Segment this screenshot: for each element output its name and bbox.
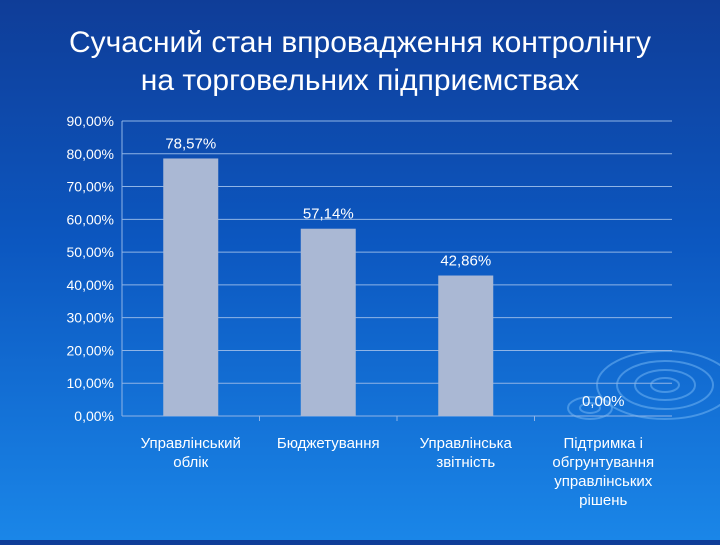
bar	[163, 158, 219, 416]
y-tick-label: 40,00%	[67, 277, 114, 293]
x-category-label-line: Підтримка і	[563, 435, 643, 452]
x-category-label-line: обгрунтування	[552, 454, 654, 471]
slide-title-line-1: Сучасний стан впровадження контролінгу	[68, 26, 652, 59]
y-tick-label: 0,00%	[74, 408, 114, 424]
water-ripple-decoration	[567, 350, 720, 420]
x-category-label: Управлінський облік	[141, 435, 241, 471]
y-tick-label: 80,00%	[67, 146, 114, 162]
data-label: 42,86%	[440, 253, 491, 270]
y-tick-label: 60,00%	[67, 211, 114, 227]
y-tick-label: 20,00%	[67, 342, 114, 358]
x-category-label-line: звітність	[436, 454, 495, 471]
x-category-label: Управлінська звітність	[420, 435, 513, 471]
x-category-label-line: управлінських	[554, 473, 653, 490]
x-category-label-line: облік	[173, 454, 208, 471]
x-category-label-line: Управлінський	[141, 435, 241, 452]
data-label: 57,14%	[303, 206, 354, 223]
y-tick-label: 70,00%	[67, 179, 114, 195]
y-tick-label: 30,00%	[67, 310, 114, 326]
data-label: 78,57%	[165, 135, 216, 152]
y-tick-label: 50,00%	[67, 244, 114, 260]
y-tick-label: 10,00%	[67, 375, 114, 391]
data-label: 0,00%	[582, 393, 625, 410]
x-category-label-line: рішень	[579, 492, 627, 509]
slide-title: Сучасний стан впровадження контролінгу н…	[0, 24, 720, 100]
y-tick-label: 90,00%	[67, 113, 114, 129]
x-category-label-line: Управлінська	[420, 435, 513, 452]
bar	[300, 228, 356, 416]
slide-title-line-2: на торговельних підприємствах	[140, 64, 580, 97]
x-category-label-line: Бюджетування	[277, 435, 380, 452]
bar	[438, 275, 494, 416]
x-category-label: Підтримка і обгрунтування управлінських ріш…	[552, 435, 654, 509]
x-category-label: Бюджетування	[277, 435, 380, 452]
